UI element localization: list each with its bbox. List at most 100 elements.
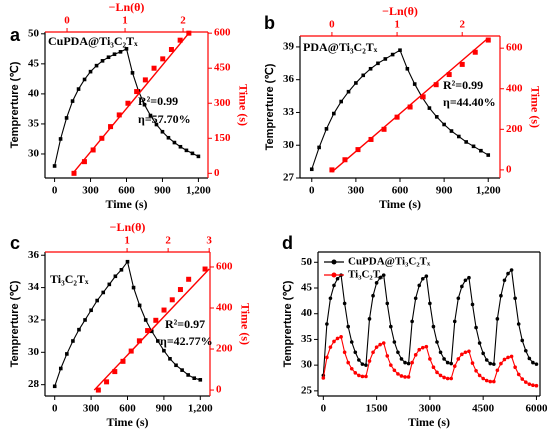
marker [142, 102, 147, 107]
marker [484, 358, 489, 362]
marker [438, 350, 443, 355]
marker [83, 318, 87, 322]
marker [52, 384, 57, 389]
marker [112, 369, 118, 375]
y-tick-label: 40 [28, 87, 40, 99]
y2-axis-label: Time (s) [528, 86, 542, 128]
y-tick-label: 33 [283, 106, 295, 118]
marker [428, 357, 432, 361]
annotation: R²=0.97 [165, 317, 205, 331]
marker [435, 340, 439, 344]
marker [325, 322, 329, 326]
marker [420, 276, 425, 281]
marker [131, 285, 136, 290]
marker [177, 287, 183, 293]
marker [332, 283, 336, 288]
marker [534, 383, 539, 388]
y-tick-label: 30 [28, 346, 40, 358]
marker [442, 375, 446, 380]
marker [104, 379, 110, 385]
y2-tick-label: 200 [216, 343, 233, 355]
marker [136, 338, 142, 344]
marker [82, 77, 87, 82]
marker [172, 140, 177, 145]
marker [509, 268, 514, 272]
x-axis-label: Time (s) [106, 415, 148, 429]
marker [452, 364, 457, 368]
marker [186, 373, 190, 377]
marker [317, 145, 321, 150]
marker [398, 48, 402, 52]
marker [467, 275, 471, 280]
marker [442, 357, 446, 361]
marker [148, 113, 153, 118]
marker [169, 297, 175, 303]
marker [112, 52, 117, 57]
marker [332, 111, 336, 116]
marker [381, 273, 386, 277]
y2-tick-label: 200 [506, 123, 523, 135]
y-tick-label: 39 [283, 40, 295, 52]
marker [186, 30, 192, 36]
marker [410, 319, 414, 324]
annotation: η=42.77% [160, 334, 213, 348]
marker [438, 373, 443, 378]
marker [324, 127, 329, 131]
x2-tick-label: 2 [165, 235, 171, 247]
x2-tick-label: 1 [124, 235, 130, 247]
y-tick-label: 45 [301, 282, 313, 294]
marker [405, 66, 410, 71]
marker [81, 159, 87, 165]
marker [130, 71, 135, 75]
marker [390, 52, 395, 57]
marker [471, 144, 476, 149]
marker [463, 278, 468, 283]
marker [125, 259, 130, 264]
marker [396, 372, 400, 376]
x2-tick-label: 2 [459, 19, 465, 31]
marker [502, 278, 507, 283]
marker [65, 352, 69, 356]
marker [474, 325, 478, 330]
marker [459, 61, 465, 67]
marker [383, 57, 388, 61]
marker [168, 47, 174, 53]
marker [177, 37, 183, 43]
marker [385, 354, 390, 358]
marker [371, 293, 375, 298]
marker [403, 375, 407, 379]
marker [513, 296, 517, 301]
marker [70, 99, 75, 103]
y-tick-label: 35 [301, 333, 313, 345]
x-tick-label: 4500 [472, 403, 495, 415]
marker [449, 361, 454, 366]
legend-marker [331, 272, 337, 278]
marker [186, 276, 192, 282]
marker [534, 362, 539, 366]
marker [385, 301, 390, 306]
marker [495, 317, 500, 321]
marker [527, 356, 532, 361]
marker [406, 361, 411, 366]
marker [149, 329, 154, 334]
annotation: η=57.70% [138, 112, 191, 126]
y2-tick-label: 150 [214, 132, 231, 144]
marker [100, 59, 105, 63]
marker [488, 361, 493, 366]
marker [364, 363, 368, 367]
marker [88, 69, 93, 74]
marker [495, 368, 500, 373]
marker [424, 344, 429, 349]
y2-tick-label: 0 [214, 167, 220, 179]
marker [499, 293, 503, 298]
marker [192, 376, 197, 381]
marker [360, 362, 365, 366]
x-tick-label: 1,200 [186, 185, 211, 197]
marker [125, 100, 131, 106]
x-tick-label: 900 [154, 185, 171, 197]
marker [353, 371, 358, 375]
y-tick-label: 36 [28, 249, 40, 261]
marker [71, 170, 77, 176]
marker [399, 357, 404, 361]
annotation: η=44.40% [443, 95, 496, 109]
